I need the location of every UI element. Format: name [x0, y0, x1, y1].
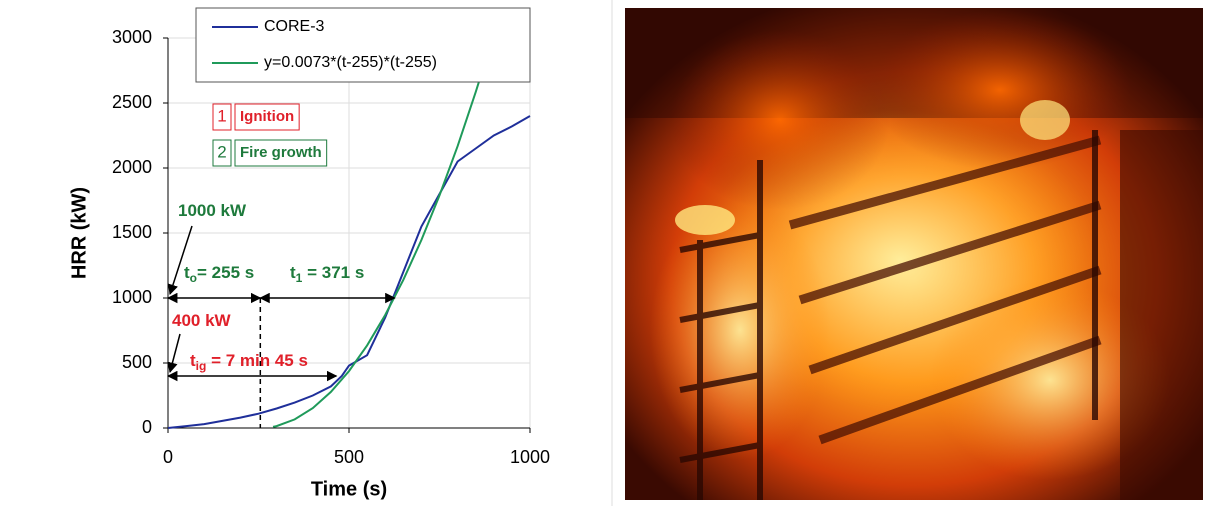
y-tick-label: 0: [142, 417, 152, 437]
y-tick-label: 2500: [112, 92, 152, 112]
x-tick-label: 0: [163, 447, 173, 467]
annotation: to= 255 s: [184, 263, 254, 285]
series-line: [272, 74, 483, 428]
annotation: 1000 kW: [178, 201, 247, 220]
legend-box: [195, 7, 531, 83]
annotation-subscript: o: [190, 271, 197, 285]
annotation-text: t: [290, 263, 296, 282]
legend-label: CORE-3: [264, 18, 325, 35]
pointer-arrow: [167, 333, 181, 374]
series-line: [167, 115, 531, 429]
x-tick-label: 500: [334, 447, 364, 467]
annotation: t1 = 371 s: [290, 263, 364, 285]
y-axis-label: HRR (kW): [68, 187, 90, 279]
annotation-rest: = 371 s: [302, 263, 364, 282]
annotation-text: t: [190, 351, 196, 370]
annotation-rest: = 7 min 45 s: [206, 351, 308, 370]
phase-number-box: [212, 139, 232, 167]
x-tick-label: 1000: [510, 447, 550, 467]
y-tick-label: 3000: [112, 27, 152, 47]
y-tick-label: 500: [122, 352, 152, 372]
annotation-subscript: ig: [196, 359, 207, 373]
photo: [625, 8, 1203, 500]
annotation-subscript: 1: [296, 271, 303, 285]
pointer-arrow: [167, 225, 193, 295]
y-tick-label: 1000: [112, 287, 152, 307]
phase-number: 1: [217, 106, 226, 125]
x-axis-label: Time (s): [311, 478, 387, 500]
annotation: tig = 7 min 45 s: [190, 351, 308, 373]
annotation-rest: = 255 s: [197, 263, 254, 282]
legend-label: y=0.0073*(t-255)*(t-255): [264, 54, 437, 71]
annotation-text: t: [184, 263, 190, 282]
phase-number: 2: [217, 142, 226, 161]
phase-number-box: [212, 103, 232, 131]
phase-label-box: [234, 139, 328, 167]
annotation-text: 1000 kW: [178, 201, 247, 220]
phase-label: Fire growth: [240, 144, 322, 161]
annotation: 400 kW: [172, 311, 232, 330]
y-tick-label: 1500: [112, 222, 152, 242]
y-tick-label: 2000: [112, 157, 152, 177]
phase-label-box: [234, 103, 300, 131]
annotation-text: 400 kW: [172, 311, 232, 330]
phase-label: Ignition: [240, 108, 294, 125]
